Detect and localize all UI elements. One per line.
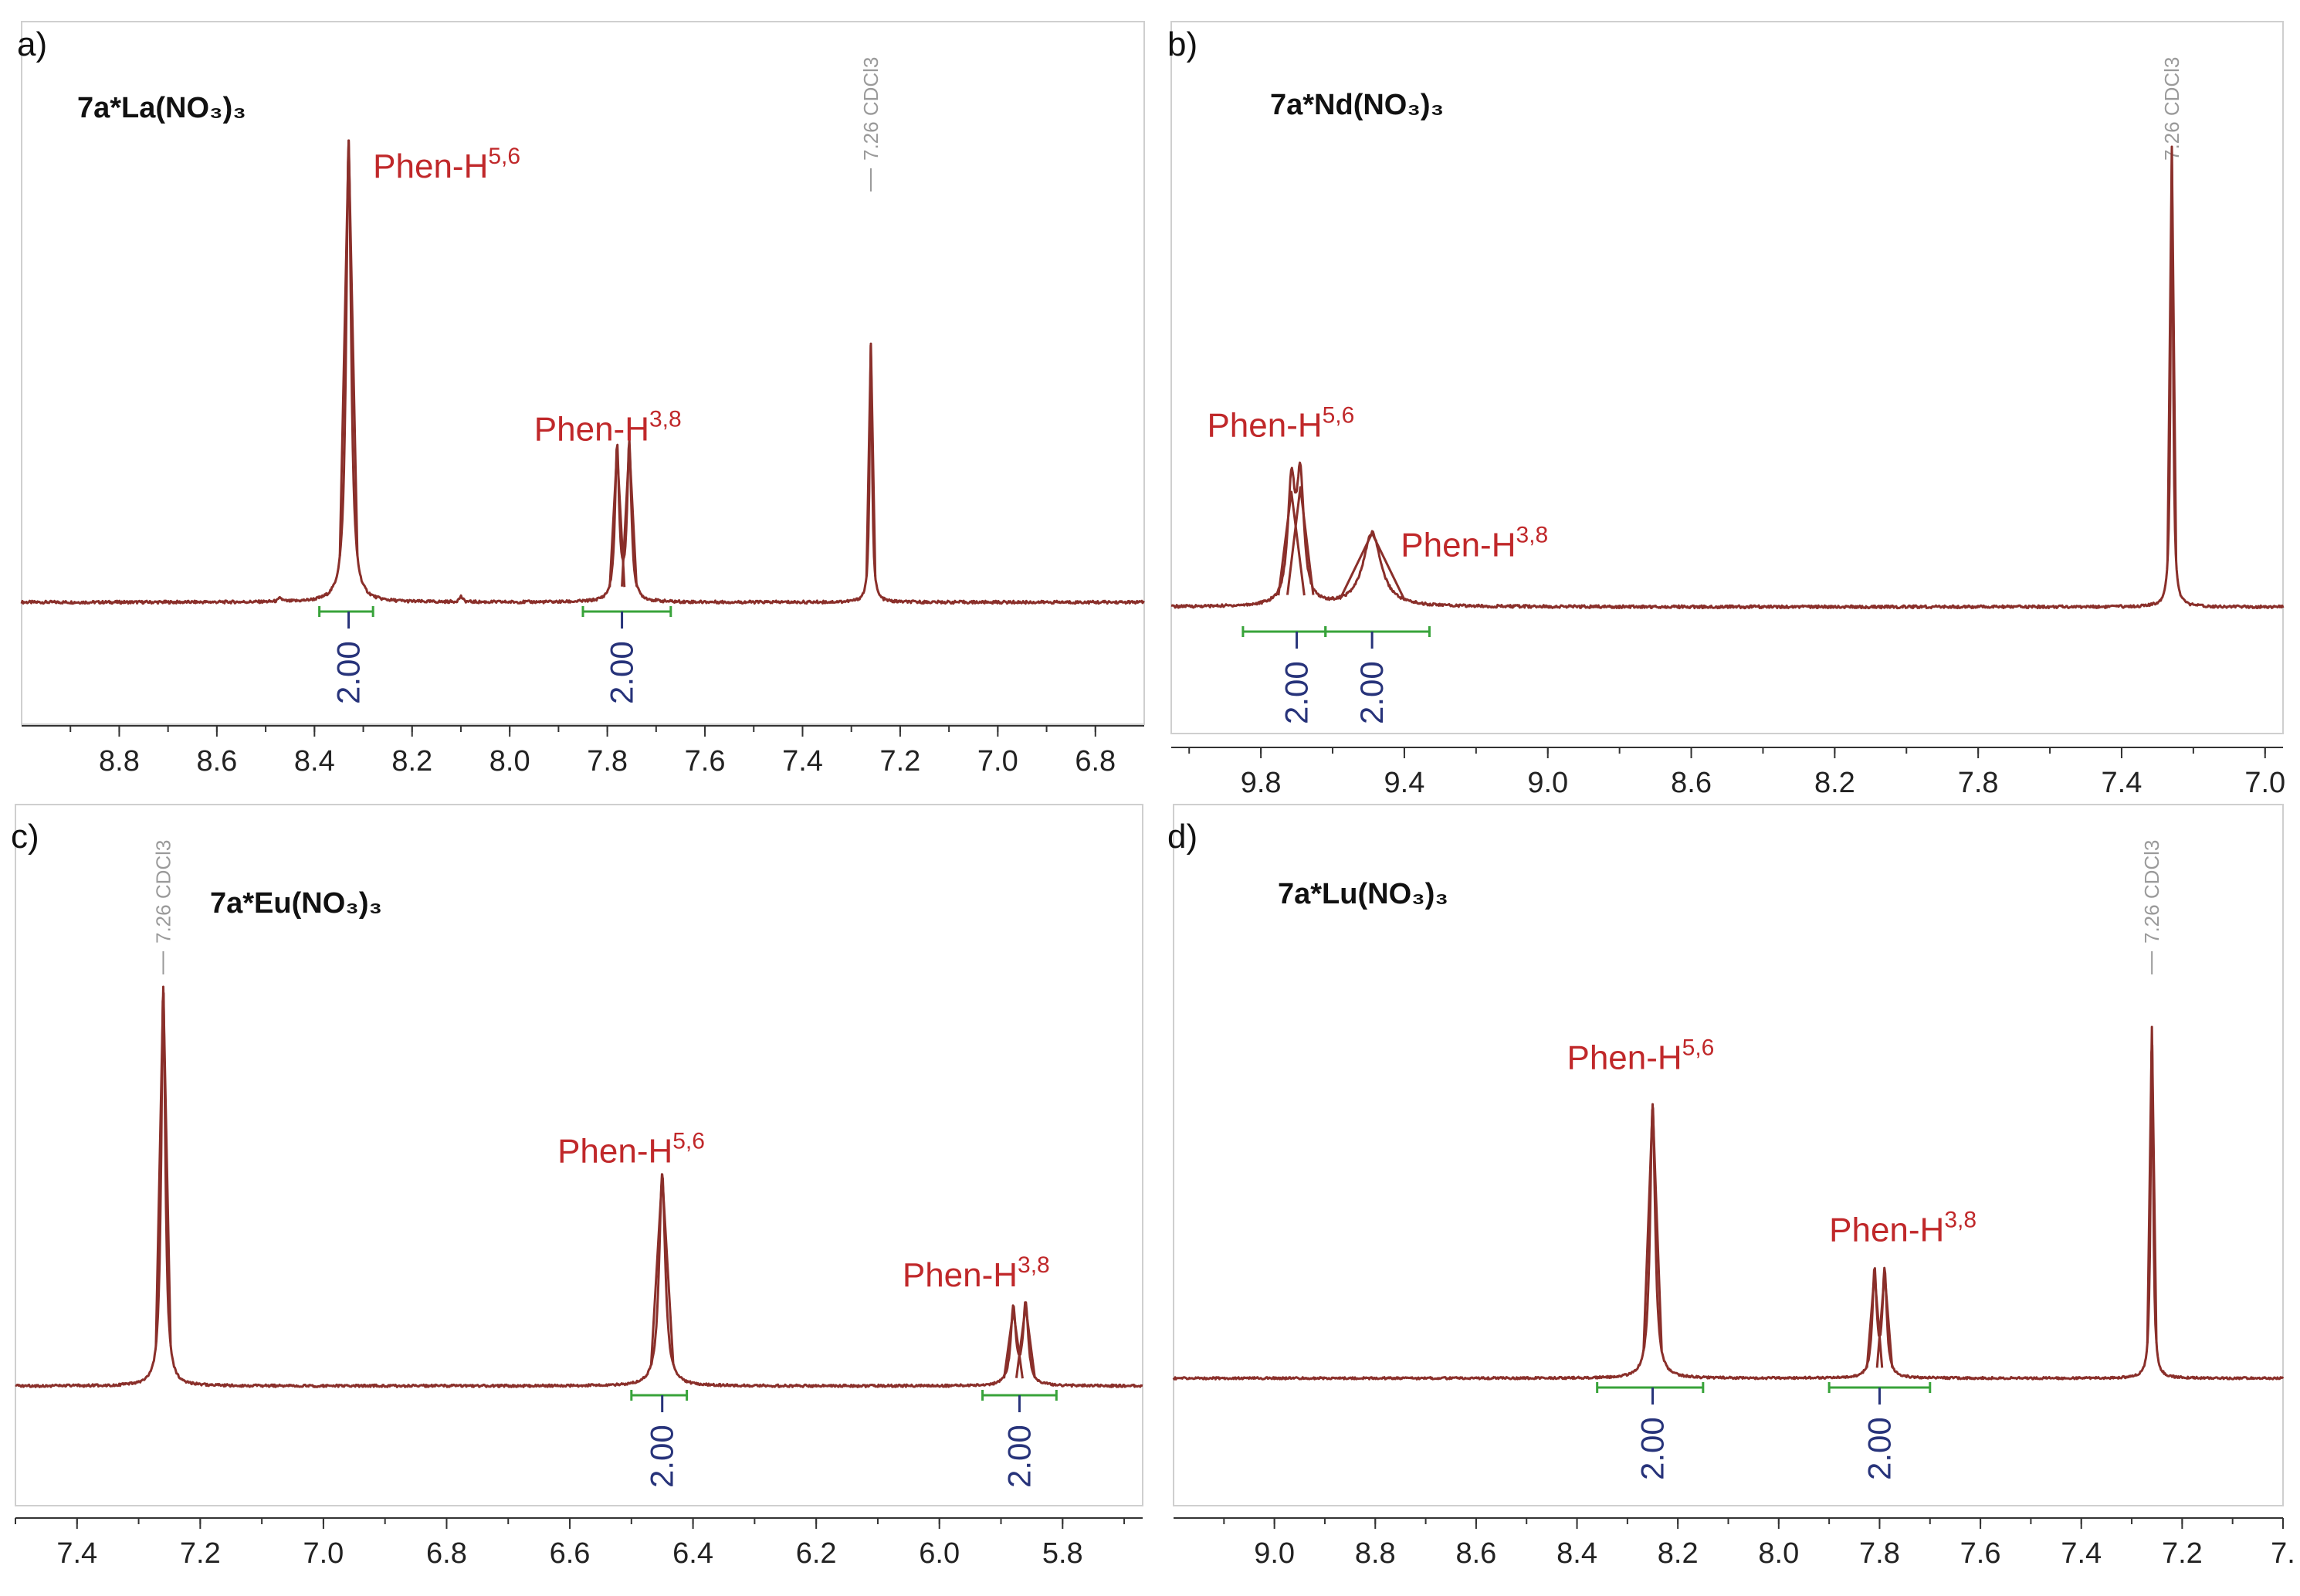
peak-1 bbox=[608, 449, 626, 588]
peak-2 bbox=[1875, 1272, 1894, 1368]
integral-value-1: 2.00 bbox=[1353, 661, 1390, 724]
x-tick-label: 6.8 bbox=[1075, 745, 1116, 778]
x-tick-label: 7.2 bbox=[2162, 1537, 2203, 1570]
x-tick-label: 6.6 bbox=[550, 1537, 591, 1570]
x-tick-label: 8.8 bbox=[99, 745, 140, 778]
integral-value-0: 2.00 bbox=[330, 641, 367, 704]
x-tick-label: 9.0 bbox=[1527, 767, 1568, 799]
panel-label: c) bbox=[11, 818, 39, 856]
x-tick-label: 8.6 bbox=[1455, 1537, 1496, 1570]
solvent-label: 7.26 CDCl3 bbox=[2140, 840, 2163, 944]
x-tick-label: 9.4 bbox=[1384, 767, 1425, 799]
integral-value-0: 2.00 bbox=[1279, 661, 1315, 724]
solvent-label: 7.26 CDCl3 bbox=[859, 57, 882, 161]
compound-label: 7a*La(NO₃)₃ bbox=[77, 92, 246, 124]
x-tick-label: 7.4 bbox=[56, 1537, 97, 1570]
x-tick-label: 6.2 bbox=[796, 1537, 837, 1570]
x-tick-label: 8.6 bbox=[196, 745, 237, 778]
x-tick-label: 6.0 bbox=[919, 1537, 960, 1570]
x-tick-label: 7.6 bbox=[1960, 1537, 2001, 1570]
peak-3 bbox=[865, 342, 877, 577]
peak-label-0: Phen-H5,6 bbox=[1567, 1035, 1714, 1077]
peak-label-1: Phen-H3,8 bbox=[1829, 1208, 1977, 1249]
solvent-label: 7.26 CDCl3 bbox=[151, 840, 174, 944]
plot-frame bbox=[15, 804, 1143, 1506]
x-tick-label: 7.0 bbox=[303, 1537, 344, 1570]
peak-label-0: Phen-H5,6 bbox=[373, 144, 520, 185]
integral-value-0: 2.00 bbox=[1634, 1417, 1671, 1480]
peak-1 bbox=[649, 1173, 675, 1365]
peak-1 bbox=[1286, 486, 1315, 595]
plot-frame bbox=[1170, 21, 2284, 734]
solvent-label: 7.26 CDCl3 bbox=[2160, 57, 2183, 161]
peak-label-0: Phen-H5,6 bbox=[1207, 402, 1354, 444]
peak-0 bbox=[338, 139, 359, 557]
compound-label: 7a*Nd(NO₃)₃ bbox=[1270, 89, 1444, 121]
plot-frame bbox=[1173, 804, 2284, 1506]
x-tick-label: 8.2 bbox=[1814, 767, 1855, 799]
x-tick-label: 9.8 bbox=[1241, 767, 1282, 799]
peak-3 bbox=[1015, 1305, 1036, 1378]
x-tick-label: 7.6 bbox=[685, 745, 726, 778]
panel-label: b) bbox=[1167, 25, 1197, 63]
spectrum-trace bbox=[1172, 1044, 2285, 1381]
x-tick-label: 7.8 bbox=[587, 745, 628, 778]
x-tick-label: 8.2 bbox=[1658, 1537, 1699, 1570]
spectrum-panel: 7.26 CDCl3 Phen-H5,6 Phen-H3,8 2.00 2.00 9.0 8… bbox=[1167, 804, 2295, 1570]
integral-value-1: 2.00 bbox=[1001, 1425, 1037, 1488]
peak-0 bbox=[1642, 1103, 1663, 1351]
x-tick-label: 6.4 bbox=[672, 1537, 713, 1570]
peak-label-1: Phen-H3,8 bbox=[534, 407, 682, 449]
integral-value-1: 2.00 bbox=[604, 641, 640, 704]
x-tick-label: 5.8 bbox=[1042, 1537, 1083, 1570]
peak-2 bbox=[1338, 532, 1406, 601]
x-tick-label: 8.6 bbox=[1671, 767, 1712, 799]
x-tick-label: 8.4 bbox=[294, 745, 335, 778]
spectrum-trace bbox=[20, 139, 1145, 605]
peak-2 bbox=[621, 444, 639, 587]
plot-frame bbox=[21, 21, 1145, 725]
x-tick-label: 9.0 bbox=[1254, 1537, 1295, 1570]
spectrum-panel: 7.26 CDCl3 Phen-H5,6 Phen-H3,8 2.00 2.00 8.8 8… bbox=[17, 21, 1145, 778]
compound-label: 7a*Eu(NO₃)₃ bbox=[210, 887, 382, 920]
spectrum-panel: 7.26 CDCl3 Phen-H5,6 Phen-H3,8 2.00 2.00 7.4 7… bbox=[11, 804, 1143, 1570]
x-tick-label: 8.2 bbox=[391, 745, 432, 778]
x-tick-label: 8.0 bbox=[1758, 1537, 1799, 1570]
peak-3 bbox=[2146, 1025, 2158, 1344]
spectrum-trace bbox=[15, 991, 1143, 1388]
x-tick-label: 7.2 bbox=[879, 745, 920, 778]
integral-value-0: 2.00 bbox=[644, 1425, 680, 1488]
peak-3 bbox=[2166, 145, 2178, 561]
integral-value-1: 2.00 bbox=[1861, 1417, 1897, 1480]
x-tick-label: 7. bbox=[2271, 1537, 2295, 1570]
peak-0 bbox=[154, 985, 172, 1347]
compound-label: 7a*Lu(NO₃)₃ bbox=[1278, 878, 1448, 910]
spectrum-panel: 7.26 CDCl3 Phen-H5,6 Phen-H3,8 2.00 2.00 9.8 9… bbox=[1167, 21, 2285, 799]
x-tick-label: 7.2 bbox=[180, 1537, 221, 1570]
x-tick-label: 8.4 bbox=[1556, 1537, 1597, 1570]
panel-label: a) bbox=[17, 25, 47, 63]
spectrum-trace bbox=[1170, 147, 2285, 610]
x-tick-label: 8.0 bbox=[489, 745, 530, 778]
x-tick-label: 8.8 bbox=[1355, 1537, 1396, 1570]
x-tick-label: 6.8 bbox=[426, 1537, 467, 1570]
x-tick-label: 7.0 bbox=[977, 745, 1018, 778]
peak-label-1: Phen-H3,8 bbox=[1401, 522, 1548, 564]
x-tick-label: 7.0 bbox=[2244, 767, 2285, 799]
x-tick-label: 7.4 bbox=[2102, 767, 2142, 799]
peak-0 bbox=[1277, 490, 1306, 596]
panel-label: d) bbox=[1167, 818, 1197, 856]
peak-label-0: Phen-H5,6 bbox=[557, 1128, 705, 1170]
x-tick-label: 7.4 bbox=[2061, 1537, 2102, 1570]
x-tick-label: 7.8 bbox=[1859, 1537, 1900, 1570]
peak-label-1: Phen-H3,8 bbox=[903, 1252, 1050, 1294]
x-tick-label: 7.8 bbox=[1958, 767, 1999, 799]
x-tick-label: 7.4 bbox=[782, 745, 823, 778]
